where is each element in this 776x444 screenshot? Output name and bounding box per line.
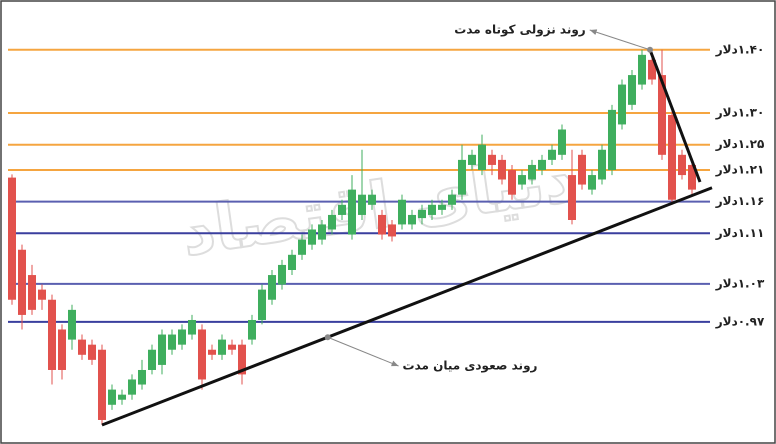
candle-body — [168, 334, 176, 350]
trend-line — [648, 49, 702, 183]
candle-body — [418, 209, 426, 219]
y-tick-label: ۱.۳۰دلار — [715, 106, 765, 120]
candle-body — [618, 84, 626, 125]
candle-body — [218, 339, 226, 355]
candle-body — [18, 249, 26, 315]
candle-body — [478, 144, 486, 171]
candle-body — [328, 214, 336, 230]
candle-body — [658, 75, 666, 155]
candle-body — [298, 239, 306, 255]
candle-body — [108, 389, 116, 405]
trend-line — [101, 186, 713, 427]
y-tick-label: ۱.۰۳دلار — [715, 276, 765, 290]
candle-body — [318, 224, 326, 240]
candle-body — [628, 75, 636, 105]
candle-body — [208, 349, 216, 355]
candle-body — [668, 114, 676, 200]
candle-body — [78, 339, 86, 355]
candle-body — [8, 177, 16, 300]
candle-body — [48, 299, 56, 370]
candle-body — [368, 194, 376, 205]
candle-body — [348, 189, 356, 235]
candle-body — [548, 149, 556, 160]
candle-body — [448, 194, 456, 205]
annotation: روند نزولی کوتاه مدت — [454, 23, 586, 38]
candle-body — [648, 59, 656, 80]
candle-body — [238, 344, 246, 375]
candle-body — [358, 194, 366, 215]
candle-body — [248, 319, 256, 340]
candle-body — [378, 214, 386, 235]
candle-body — [688, 164, 696, 190]
candle-body — [398, 199, 406, 225]
candle-body — [558, 129, 566, 155]
candle-body — [568, 175, 576, 220]
candle-body — [198, 329, 206, 380]
candle-body — [388, 224, 396, 237]
candle-body — [98, 349, 106, 420]
candle-body — [228, 344, 236, 350]
candle-body — [178, 329, 186, 345]
candle-body — [678, 154, 686, 176]
candle-body — [68, 309, 76, 340]
y-tick-label: ۱.۲۵دلار — [715, 137, 765, 151]
candle-body — [438, 204, 446, 210]
candle-body — [488, 154, 496, 165]
y-tick-label: ۰.۹۷دلار — [715, 314, 765, 328]
candle-body — [608, 109, 616, 171]
candle-body — [268, 275, 276, 300]
candle-body — [518, 175, 526, 185]
candle-body — [338, 204, 346, 215]
annotation: روند صعودی میان مدت — [403, 359, 538, 374]
candle-body — [498, 159, 506, 180]
annotation-arrow — [327, 336, 399, 367]
candle-body — [578, 154, 586, 185]
candle-body — [88, 344, 96, 360]
y-tick-label: ۱.۲۱دلار — [715, 163, 765, 177]
candle-body — [638, 54, 646, 85]
candle-body — [158, 334, 166, 365]
candle-body — [308, 229, 316, 245]
candle-body — [128, 379, 136, 395]
y-tick-label: ۱.۴۰دلار — [715, 42, 765, 56]
candle-body — [508, 170, 516, 195]
candle-body — [148, 349, 156, 370]
candle-body — [538, 159, 546, 171]
candle-body — [118, 394, 126, 400]
candle-body — [598, 149, 606, 180]
candle-body — [428, 204, 436, 215]
candle-body — [258, 289, 266, 320]
y-tick-label: ۱.۱۶دلار — [715, 194, 765, 208]
candle-body — [288, 254, 296, 270]
candle-body — [278, 264, 286, 285]
candle-body — [28, 275, 36, 310]
candle-body — [38, 289, 46, 300]
y-tick-label: ۱.۱۱دلار — [715, 226, 765, 240]
candle-body — [408, 214, 416, 225]
candle-body — [528, 164, 536, 180]
candle-body — [458, 159, 466, 195]
candle-body — [468, 154, 476, 165]
candle-body — [58, 329, 66, 370]
annotation-arrow — [589, 29, 651, 51]
candle-body — [588, 175, 596, 190]
candle-body — [138, 369, 146, 385]
candle-body — [188, 319, 196, 335]
